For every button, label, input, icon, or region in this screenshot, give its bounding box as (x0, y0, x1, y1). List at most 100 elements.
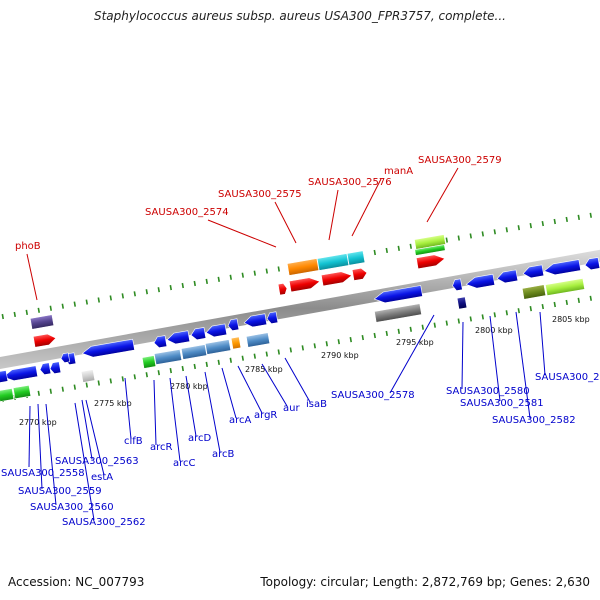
gene-label-reverse[interactable]: arcC (173, 458, 196, 469)
reverse-gene-arrow[interactable] (2, 365, 39, 383)
gene-label-reverse[interactable]: SAUSA300_2582 (492, 415, 576, 426)
reverse-gene-arrow[interactable] (205, 323, 228, 338)
gene-block[interactable] (12, 384, 32, 400)
forward-gene-arrow[interactable] (415, 253, 446, 270)
reverse-gene-arrow[interactable] (166, 330, 191, 346)
gene-block[interactable] (414, 244, 446, 256)
gene-label-reverse[interactable]: isaB (306, 399, 327, 410)
label-leader-line (28, 405, 31, 468)
gene-block[interactable] (180, 344, 208, 360)
scale-label: 2785 kbp (245, 365, 283, 374)
scale-label: 2805 kbp (552, 315, 590, 324)
label-leader-line (169, 377, 181, 462)
label-leader-line (426, 167, 459, 223)
forward-gene-arrow[interactable] (320, 270, 353, 287)
gene-label-reverse[interactable]: arcB (212, 449, 235, 460)
gene-block[interactable] (29, 314, 55, 330)
reverse-gene-arrow[interactable] (49, 361, 62, 375)
gene-label-reverse[interactable]: arcD (188, 433, 212, 444)
gene-label-reverse[interactable]: aur (283, 403, 300, 414)
scale-label: 2780 kbp (170, 382, 208, 391)
reverse-gene-arrow[interactable] (373, 285, 423, 305)
reverse-gene-arrow[interactable] (543, 259, 582, 277)
label-leader-line (261, 363, 288, 407)
label-leader-line (204, 371, 221, 453)
label-leader-line (328, 189, 339, 241)
label-leader-line (81, 399, 93, 460)
label-leader-line (37, 403, 43, 490)
reverse-gene-arrow[interactable] (60, 352, 71, 363)
gene-label-reverse[interactable]: SAUSA300_2559 (18, 486, 102, 497)
scale-label: 2795 kbp (396, 338, 434, 347)
reverse-gene-arrow[interactable] (522, 264, 545, 279)
label-leader-line (74, 402, 95, 521)
gene-label-reverse[interactable]: SAUSA300_2578 (331, 390, 415, 401)
gene-label-reverse[interactable]: SAUSA300_2563 (55, 456, 139, 467)
gene-block[interactable] (346, 250, 366, 266)
gene-label-forward[interactable]: SAUSA300_2574 (145, 207, 229, 218)
gene-label-reverse[interactable]: arcA (229, 415, 252, 426)
forward-gene-arrow[interactable] (351, 267, 368, 281)
reverse-gene-arrow[interactable] (243, 313, 268, 329)
gene-label-reverse[interactable]: SAUSA300_2558 (1, 468, 85, 479)
reverse-gene-arrow[interactable] (0, 370, 9, 384)
gene-label-reverse[interactable]: clfB (124, 436, 143, 447)
label-leader-line (351, 178, 382, 237)
label-leader-line (284, 357, 311, 403)
reverse-gene-arrow[interactable] (81, 338, 135, 359)
gene-block[interactable] (230, 336, 242, 350)
gene-label-reverse[interactable]: SAUSA300_2562 (62, 517, 146, 528)
reverse-gene-arrow[interactable] (227, 318, 240, 332)
label-leader-line (153, 379, 157, 446)
scale-label: 2800 kbp (475, 326, 513, 335)
gene-block[interactable] (245, 332, 271, 348)
forward-gene-arrow[interactable] (32, 333, 57, 348)
gene-label-reverse[interactable]: SAUSA300_2581 (460, 398, 544, 409)
gene-label-reverse[interactable]: estA (91, 472, 113, 483)
gene-label-forward[interactable]: SAUSA300_2575 (218, 189, 302, 200)
label-leader-line (85, 399, 105, 476)
label-leader-line (489, 315, 501, 402)
reverse-gene-arrow[interactable] (465, 273, 496, 290)
gene-block[interactable] (521, 284, 547, 300)
gene-label-forward[interactable]: manA (384, 166, 413, 177)
forward-gene-arrow[interactable] (277, 283, 288, 296)
gene-label-reverse[interactable]: SAUSA300_2560 (30, 502, 114, 513)
label-leader-line (274, 201, 297, 244)
gene-label-forward[interactable]: SAUSA300_2576 (308, 177, 392, 188)
gene-label-reverse[interactable]: argR (254, 410, 277, 421)
scale-label: 2790 kbp (321, 351, 359, 360)
gene-label-forward[interactable]: phoB (15, 241, 41, 252)
reverse-gene-arrow[interactable] (190, 327, 207, 341)
gene-block[interactable] (141, 355, 157, 369)
gene-block[interactable] (316, 253, 350, 271)
reverse-gene-arrow[interactable] (452, 278, 463, 291)
map-title: Staphylococcus aureus subsp. aureus USA3… (93, 9, 506, 23)
gene-block[interactable] (153, 349, 183, 365)
label-leader-line (461, 321, 464, 390)
gene-block[interactable] (80, 369, 96, 383)
gene-block[interactable] (374, 303, 422, 323)
label-leader-line (221, 367, 237, 419)
label-leader-line (539, 311, 546, 376)
reverse-gene-arrow[interactable] (496, 269, 519, 284)
reverse-gene-arrow[interactable] (266, 311, 279, 325)
gene-label-reverse[interactable]: SAUSA300_2583 (535, 372, 600, 383)
gene-label-reverse[interactable]: arcR (150, 442, 173, 453)
forward-gene-arrow[interactable] (288, 276, 321, 293)
gene-block[interactable] (0, 388, 15, 402)
reverse-gene-arrow[interactable] (153, 335, 168, 349)
inner-tick-track (1, 295, 593, 403)
label-leader-line (237, 365, 263, 414)
reverse-gene-arrow[interactable] (39, 362, 52, 376)
gene-label-forward[interactable]: SAUSA300_2579 (418, 155, 502, 166)
gene-block[interactable] (204, 339, 232, 355)
label-leader-line (45, 403, 57, 506)
gene-block[interactable] (286, 258, 320, 276)
gene-block[interactable] (456, 296, 468, 310)
label-leader-line (185, 375, 197, 437)
gene-block[interactable] (544, 278, 586, 296)
scale-label: 2770 kbp (19, 418, 57, 427)
gene-label-reverse[interactable]: SAUSA300_2580 (446, 386, 530, 397)
